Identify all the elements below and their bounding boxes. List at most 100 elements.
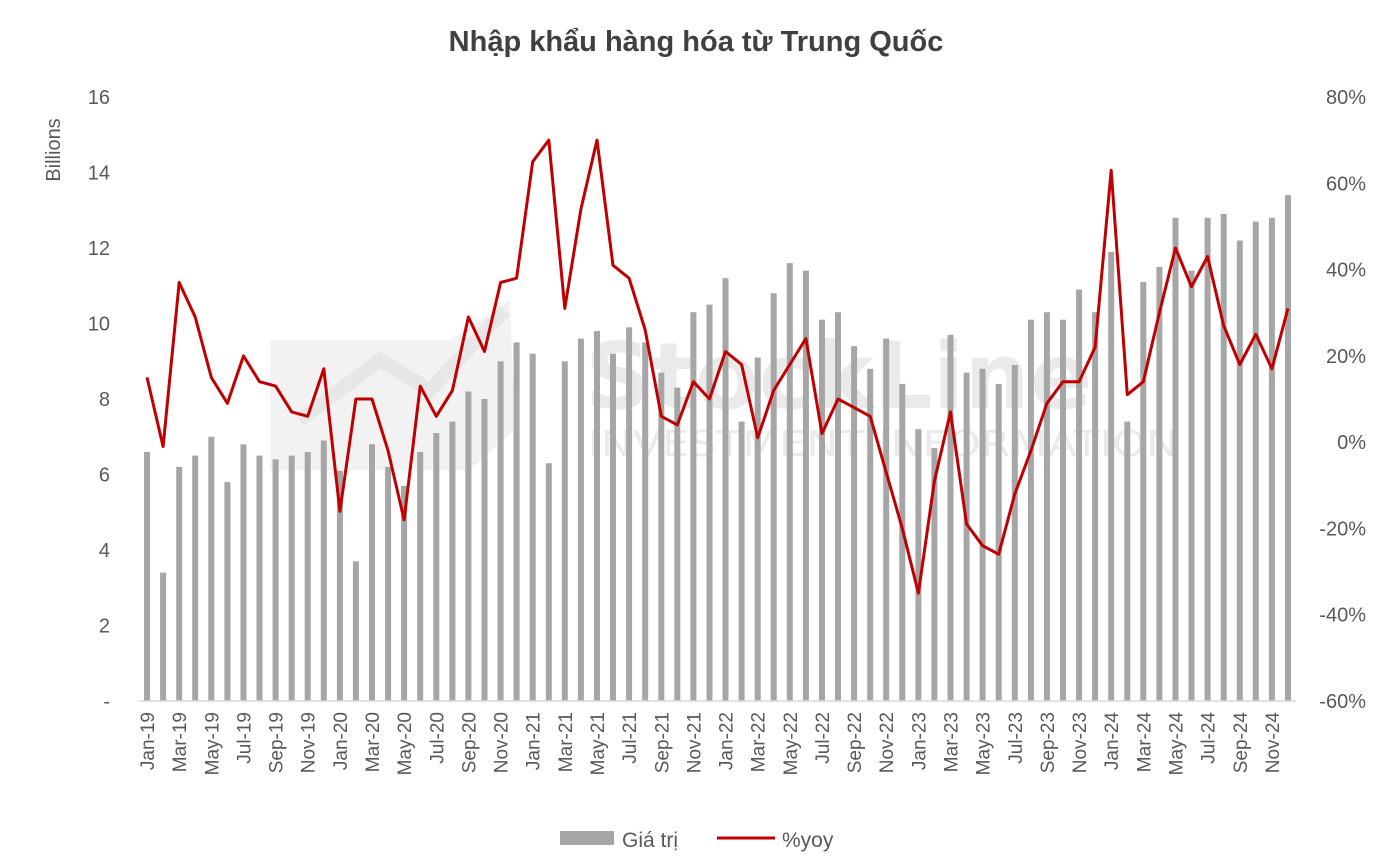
bar-Feb-20 (352, 561, 359, 701)
bar-Sep-19 (272, 459, 279, 701)
bar-Jan-23 (915, 429, 922, 701)
legend: Giá trị %yoy (560, 829, 834, 852)
bar-Oct-21 (674, 387, 681, 701)
bar-Jul-23 (1011, 365, 1018, 701)
legend-label-line: %yoy (782, 829, 834, 852)
x-tick-label: Nov-21 (684, 712, 705, 773)
y-tick-label: - (103, 691, 110, 713)
bar-Feb-22 (738, 421, 745, 701)
bar-Aug-22 (835, 312, 841, 701)
x-tick-label: May-22 (781, 712, 802, 775)
bar-Jan-19 (144, 451, 150, 701)
bar-Aug-23 (1027, 319, 1034, 701)
x-tick-label: Mar-21 (556, 712, 577, 772)
y-axis-title: Billions (43, 118, 65, 181)
bar-Jun-24 (1188, 270, 1195, 701)
x-tick-label: May-19 (202, 712, 223, 775)
x-tick-label: Nov-22 (877, 712, 898, 773)
x-tick-label: Nov-19 (299, 712, 320, 773)
left-axis-ticks: - 2 4 6 8 10 12 14 16 (88, 87, 110, 713)
x-tick-label: Nov-20 (492, 712, 513, 773)
bar-Apr-24 (1156, 266, 1163, 701)
bar-Apr-21 (577, 338, 584, 701)
bar-May-24 (1172, 217, 1179, 702)
bar-Mar-22 (754, 357, 761, 701)
bar-Sep-20 (465, 391, 472, 701)
bar-Nov-22 (883, 338, 890, 701)
bar-Sep-23 (1043, 312, 1050, 701)
bar-May-23 (979, 368, 986, 701)
bar-series (144, 195, 1291, 702)
bar-Jul-19 (240, 444, 247, 701)
x-tick-label: Sep-24 (1231, 712, 1252, 774)
x-tick-label: May-24 (1167, 712, 1188, 776)
bar-Feb-21 (545, 463, 552, 701)
bar-Aug-24 (1220, 214, 1227, 701)
bar-Jan-20 (336, 470, 343, 701)
yoy-line-series (145, 138, 1290, 595)
bar-Jun-20 (417, 451, 424, 701)
x-tick-label: Nov-23 (1070, 712, 1091, 773)
bar-Jan-22 (722, 278, 729, 701)
bar-Mar-21 (561, 361, 568, 702)
y-tick-label: 14 (88, 163, 110, 185)
bar-Aug-19 (256, 455, 263, 701)
bar-Sep-24 (1236, 240, 1243, 701)
bar-Nov-21 (690, 312, 697, 701)
bar-Nov-23 (1076, 289, 1083, 701)
y-tick-label: 6 (99, 465, 110, 487)
y2-tick-label: 0% (1337, 432, 1366, 454)
bar-Mar-23 (947, 334, 954, 701)
bar-Dec-23 (1092, 312, 1099, 701)
bar-Nov-24 (1268, 217, 1275, 702)
x-tick-label: Jul-23 (1006, 712, 1027, 764)
y2-tick-label: 60% (1326, 173, 1366, 195)
bar-Jan-24 (1108, 251, 1115, 702)
y-tick-label: 12 (88, 238, 110, 260)
bar-May-21 (594, 331, 600, 701)
bar-Jun-23 (995, 383, 1002, 701)
bar-Jan-21 (529, 353, 536, 701)
bar-Oct-19 (288, 455, 295, 701)
bar-Apr-19 (192, 455, 199, 701)
x-axis-ticks: Jan-19 Mar-19 May-19 Jul-19 Sep-19 Nov-19 Jan-… (138, 712, 1284, 776)
bar-May-20 (401, 485, 408, 701)
y2-tick-label: 80% (1326, 87, 1366, 109)
x-tick-label: Nov-24 (1263, 712, 1284, 774)
y-tick-label: 16 (88, 87, 110, 109)
bar-Aug-21 (642, 342, 649, 701)
x-tick-label: May-20 (395, 712, 416, 775)
bar-Sep-21 (658, 372, 665, 701)
y-tick-label: 10 (88, 314, 110, 336)
x-tick-label: Jan-19 (138, 712, 159, 770)
y2-tick-label: -60% (1319, 691, 1366, 713)
bar-Apr-23 (963, 372, 970, 701)
bar-Oct-22 (867, 368, 874, 701)
x-tick-label: Jan-20 (331, 712, 352, 770)
bar-Jul-24 (1204, 217, 1211, 702)
x-tick-label: Sep-19 (267, 712, 288, 773)
bar-Feb-24 (1124, 421, 1131, 701)
x-tick-label: Sep-23 (1038, 712, 1059, 773)
x-tick-label: May-23 (974, 712, 995, 775)
bar-Dec-19 (320, 440, 327, 701)
bar-Dec-22 (899, 383, 906, 701)
bar-Jul-21 (626, 327, 633, 701)
x-tick-label: Jan-21 (524, 712, 545, 770)
bar-Feb-19 (160, 572, 167, 701)
bar-Jul-20 (433, 433, 440, 701)
bar-Jun-22 (802, 270, 809, 701)
x-tick-label: Jul-21 (620, 712, 641, 764)
bar-Oct-24 (1252, 221, 1259, 701)
legend-swatch-bar (560, 831, 614, 845)
bar-Jun-21 (610, 353, 616, 701)
bar-Mar-24 (1140, 282, 1147, 701)
bar-Dec-24 (1285, 195, 1291, 701)
x-tick-label: Mar-22 (749, 712, 770, 772)
y2-tick-label: -20% (1319, 518, 1366, 540)
right-axis-ticks: -60% -40% -20% 0% 20% 40% 60% 80% (1319, 87, 1366, 713)
bar-Jul-22 (819, 319, 825, 701)
y-tick-label: 4 (99, 540, 110, 562)
y-tick-label: 2 (99, 616, 110, 638)
